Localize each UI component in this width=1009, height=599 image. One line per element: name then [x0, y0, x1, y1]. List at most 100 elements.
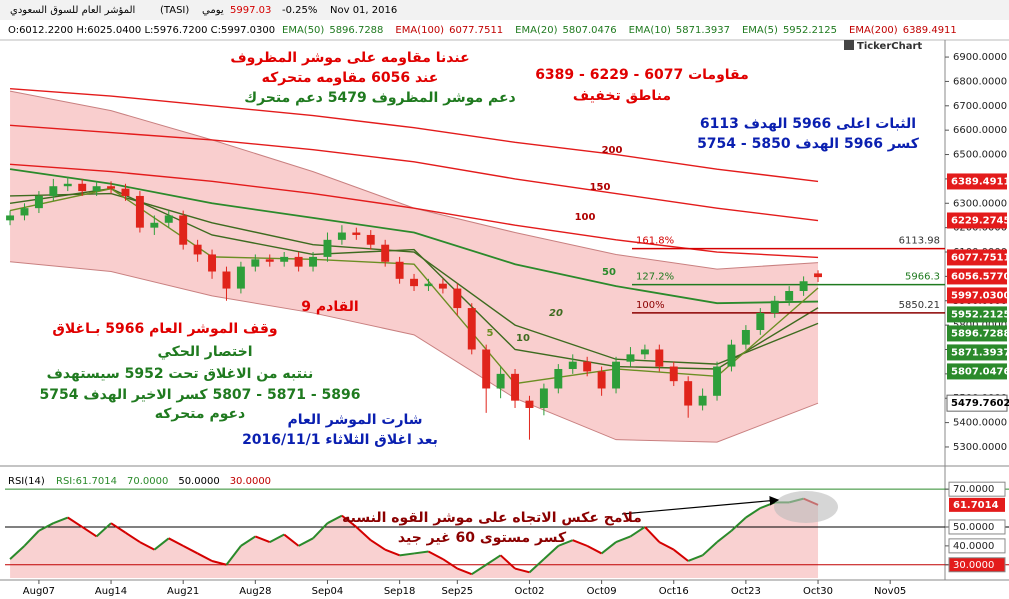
- rsi-segment: [716, 529, 733, 543]
- candle-body: [410, 278, 419, 287]
- symbol: (TASI): [160, 5, 189, 16]
- rsi-segment: [211, 560, 227, 566]
- candle-body: [568, 361, 577, 369]
- rsi-segment: [52, 516, 69, 525]
- rsi-segment: [745, 507, 761, 519]
- candle-body: [107, 186, 116, 189]
- ema-label: 5: [487, 328, 494, 339]
- rsi-legend: 50.0000: [178, 476, 219, 487]
- x-tick-label: Oct30: [803, 586, 833, 597]
- indicator-label: EMA(50): [282, 25, 324, 36]
- y-tick-label: 30.0000: [953, 560, 994, 571]
- indicator-value: 5807.0476: [563, 25, 617, 36]
- rsi-segment: [110, 522, 127, 534]
- rsi-segment: [67, 516, 83, 528]
- indicator-value: 6389.4911: [903, 25, 957, 36]
- annotation: ننتبه من الاغلاق تحت 5952 سيستهدف: [47, 366, 314, 382]
- fib-name: 100%: [636, 300, 665, 311]
- candle-body: [453, 288, 462, 309]
- rsi-segment: [499, 554, 516, 570]
- ema-line: [9, 187, 819, 370]
- candle-body: [684, 381, 693, 406]
- rsi-last-label: 61.7014: [953, 500, 999, 511]
- date: Nov 01, 2016: [330, 5, 397, 16]
- price-label-box: [946, 394, 1008, 412]
- y-tick-label: 6500.0000: [953, 150, 1007, 161]
- price-label-box: [947, 268, 1007, 285]
- candle-body: [438, 283, 447, 289]
- candle-body: [698, 395, 707, 406]
- price-label-box: [947, 173, 1007, 190]
- annotation: مقاومات 6077 - 6229 - 6389: [535, 67, 749, 83]
- annotation: دعم موشر المظروف 5479 دعم متحرك: [244, 90, 516, 106]
- x-tick-label: Sep18: [384, 586, 416, 597]
- indicator-value: 6077.7511: [449, 25, 503, 36]
- rsi-segment: [327, 514, 343, 525]
- price-label: 6056.5770: [951, 271, 1009, 282]
- y-tick-label: 5300.0000: [953, 442, 1007, 453]
- x-tick-label: Oct09: [587, 586, 617, 597]
- price-label-box: [947, 306, 1007, 323]
- candle-body: [34, 195, 43, 209]
- price-label-box: [947, 363, 1007, 380]
- candle-body: [366, 234, 375, 245]
- candle-body: [539, 388, 548, 408]
- rsi-segment: [197, 552, 213, 562]
- fib-name: 161.8%: [636, 236, 674, 247]
- annotation: بعد اغلاق الثلاثاء 2016/11/1: [242, 432, 438, 448]
- candle-body: [63, 183, 72, 187]
- tick-box: [948, 538, 1006, 554]
- rsi-segment: [283, 533, 300, 547]
- x-tick-label: Aug28: [239, 586, 271, 597]
- candle-body: [193, 244, 202, 255]
- fib-value: 5850.21: [899, 300, 940, 311]
- candle-body: [756, 312, 765, 330]
- rsi-segment: [9, 545, 26, 560]
- indicator-label: EMA(200): [849, 25, 898, 36]
- indicator-value: 5952.2125: [783, 25, 837, 36]
- last-price: 5997.03: [230, 5, 271, 16]
- annotation: القادم 9: [301, 299, 358, 315]
- rsi-segment: [23, 530, 40, 547]
- candle-body: [294, 256, 303, 267]
- rsi-legend: 70.0000: [127, 476, 168, 487]
- y-tick-label: 6600.0000: [953, 125, 1007, 136]
- rsi-segment: [615, 535, 631, 544]
- price-label: 5479.7602: [951, 398, 1009, 409]
- envelope-fill: [10, 91, 819, 443]
- ema-label: 50: [602, 267, 616, 278]
- candle-body: [381, 244, 390, 262]
- rsi-segment: [298, 537, 314, 547]
- candle-body: [597, 371, 606, 389]
- candle-body: [424, 283, 433, 287]
- candle-body: [337, 232, 346, 240]
- candle-body: [49, 186, 58, 196]
- candle-body: [78, 183, 87, 192]
- candle-body: [626, 354, 635, 362]
- annotation: دعوم متحركه: [155, 406, 245, 422]
- tick-box: [948, 519, 1006, 535]
- annotation: شارت الموشر العام: [287, 412, 422, 428]
- indicator-label: EMA(100): [395, 25, 444, 36]
- rsi-segment: [168, 537, 184, 547]
- candle-body: [770, 300, 779, 313]
- fib-value: 6113.98: [899, 236, 940, 247]
- ema-label: 20: [549, 308, 563, 319]
- annotation: كسر مستوى 60 غير جيد: [398, 530, 567, 546]
- ema-line: [9, 124, 819, 222]
- indicator-label: EMA(5): [742, 25, 778, 36]
- x-tick-label: Aug07: [23, 586, 55, 597]
- price-label: 5997.0300: [951, 290, 1009, 301]
- candle-body: [669, 366, 678, 382]
- rsi-segment: [456, 567, 473, 576]
- rsi-segment: [269, 533, 285, 543]
- price-label: 5871.3937: [951, 347, 1009, 358]
- logo: TickerChart: [844, 40, 922, 52]
- rsi-segment: [312, 522, 329, 540]
- candle-body: [785, 291, 794, 301]
- rsi-segment: [240, 535, 256, 547]
- rsi-segment: [442, 558, 458, 570]
- price-label-box: [947, 249, 1007, 266]
- candle-body: [265, 259, 274, 262]
